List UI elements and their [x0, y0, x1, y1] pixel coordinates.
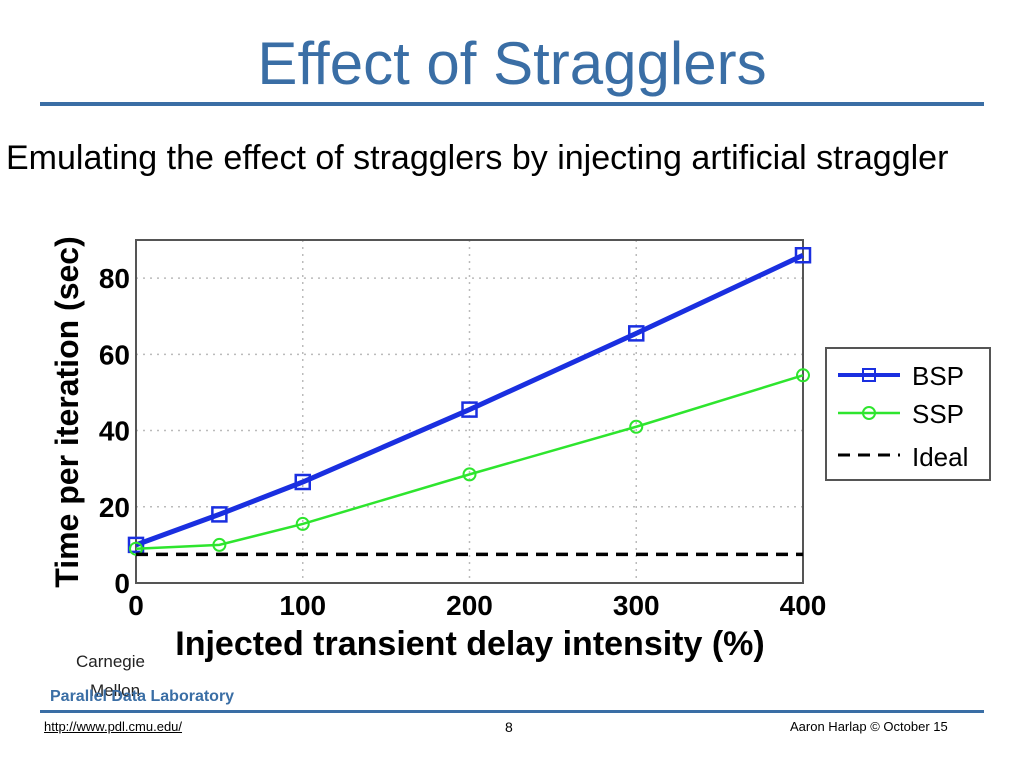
- legend-ideal-label: Ideal: [912, 442, 968, 472]
- data-point-ssp: [295, 516, 310, 531]
- data-point-ssp: [212, 537, 227, 552]
- data-point-bsp: [211, 506, 228, 523]
- data-point-ssp: [629, 419, 644, 434]
- legend: BSP SSP Ideal: [825, 347, 991, 481]
- cmu-logo-line1: Carnegie: [76, 652, 145, 671]
- x-tick-label: 100: [279, 590, 326, 621]
- data-point-bsp: [461, 401, 478, 418]
- footer-author: Aaron Harlap © October 15: [790, 719, 948, 734]
- data-point-ssp: [796, 368, 810, 383]
- lab-name: Parallel Data Laboratory: [50, 688, 235, 705]
- y-tick-label: 80: [99, 263, 130, 294]
- data-point-ssp: [462, 467, 477, 482]
- y-tick-label: 0: [114, 568, 130, 599]
- x-axis-label: Injected transient delay intensity (%): [175, 625, 764, 663]
- legend-bsp-marker: [862, 368, 876, 382]
- line-chart: 0 100 200 300 400 0 20 40 60 80 Injected transien…: [49, 236, 991, 663]
- data-point-bsp: [294, 473, 311, 491]
- data-point-bsp: [628, 325, 645, 342]
- legend-ssp-marker: [862, 406, 876, 420]
- plot-frame: [135, 239, 804, 584]
- data-point-bsp: [127, 536, 145, 554]
- x-tick-label: 200: [446, 590, 493, 621]
- legend-bsp-label: BSP: [912, 361, 964, 391]
- y-tick-label: 60: [99, 339, 130, 370]
- series-line-ssp: [135, 374, 804, 550]
- page-number: 8: [505, 719, 513, 735]
- axis-ticks: 0 100 200 300 400 0 20 40 60 80: [99, 263, 827, 621]
- series-group: [127, 246, 812, 557]
- cmu-logo-line2: Mellon: [90, 681, 141, 700]
- legend-ssp-label: SSP: [912, 399, 964, 429]
- slide-title: Effect of Stragglers: [257, 30, 767, 97]
- slide-subtitle: Emulating the effect of stragglers by in…: [6, 139, 949, 177]
- x-tick-label: 0: [128, 590, 144, 621]
- series-line-bsp: [135, 252, 805, 548]
- y-tick-label: 40: [99, 416, 130, 447]
- footer-url-link[interactable]: http://www.pdl.cmu.edu/: [44, 719, 183, 734]
- title-divider: [40, 102, 984, 106]
- grid-lines: [136, 240, 803, 583]
- footer-divider: [40, 710, 984, 713]
- data-point-bsp: [794, 246, 812, 264]
- x-tick-label: 400: [780, 590, 827, 621]
- y-tick-label: 20: [99, 492, 130, 523]
- y-axis-label: Time per iteration (sec): [49, 236, 85, 588]
- x-tick-label: 300: [613, 590, 660, 621]
